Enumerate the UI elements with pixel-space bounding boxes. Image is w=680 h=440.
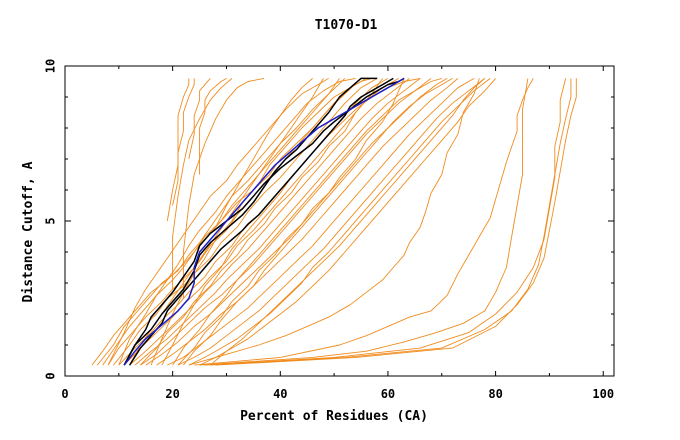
y-tick-label-5: 5 xyxy=(44,217,58,224)
series-line-band-24 xyxy=(140,78,383,366)
x-axis-label: Percent of Residues (CA) xyxy=(240,409,428,424)
series-line-outlier-34 xyxy=(194,78,534,366)
series-line-band-15 xyxy=(199,78,496,366)
series-line-outlier-35 xyxy=(199,78,529,366)
series-line-band-18 xyxy=(172,77,442,366)
series-line-vertical-31 xyxy=(199,78,227,175)
x-tick-label-0: 0 xyxy=(61,387,68,401)
series-line-band-11 xyxy=(156,78,459,366)
series-line-band-25 xyxy=(210,78,486,366)
series-line-band-13 xyxy=(177,78,486,366)
series-line-highlight_blue-42 xyxy=(123,77,405,366)
y-tick-label-0: 0 xyxy=(44,372,58,379)
series-line-band-9 xyxy=(140,78,432,366)
x-tick-label-20: 20 xyxy=(165,387,179,401)
y-tick-label-10: 10 xyxy=(44,59,58,73)
series-line-vertical-29 xyxy=(166,78,190,222)
series-line-outlier-38 xyxy=(215,78,577,366)
series-line-band-20 xyxy=(107,78,329,366)
series-line-band-28 xyxy=(215,78,313,228)
x-axis: 0 20 40 60 80 100 xyxy=(61,66,614,401)
x-tick-label-80: 80 xyxy=(488,387,502,401)
series-line-outlier-36 xyxy=(204,78,567,366)
plot-frame xyxy=(64,65,615,377)
series-layer xyxy=(91,77,577,366)
series-line-band-27 xyxy=(172,78,233,290)
series-line-band-3 xyxy=(107,78,367,366)
series-line-band-19 xyxy=(183,78,453,366)
series-line-highlight_black-39 xyxy=(123,77,378,366)
series-line-band-12 xyxy=(167,78,475,366)
y-axis-label: Distance Cutoff, A xyxy=(21,161,36,302)
series-line-vertical-30 xyxy=(172,78,195,206)
series-line-highlight_black-40 xyxy=(128,77,394,366)
series-line-band-6 xyxy=(123,78,399,366)
series-line-band-26 xyxy=(182,77,265,299)
x-tick-label-100: 100 xyxy=(592,387,614,401)
x-tick-label-40: 40 xyxy=(273,387,287,401)
series-line-highlight_black-41 xyxy=(123,77,405,366)
series-line-band-22 xyxy=(177,78,405,366)
series-line-vertical-32 xyxy=(188,78,211,160)
series-line-band-14 xyxy=(188,78,491,366)
series-line-band-4 xyxy=(113,78,378,366)
series-line-band-7 xyxy=(129,78,410,366)
y-axis: 0 5 10 xyxy=(44,59,614,380)
series-line-outlier-33 xyxy=(188,78,480,366)
series-line-band-2 xyxy=(102,78,340,366)
series-line-band-1 xyxy=(96,78,346,366)
x-tick-label-60: 60 xyxy=(381,387,395,401)
series-line-outlier-37 xyxy=(210,78,572,366)
chart-title: T1070-D1 xyxy=(315,18,378,33)
series-line-band-10 xyxy=(145,78,448,366)
